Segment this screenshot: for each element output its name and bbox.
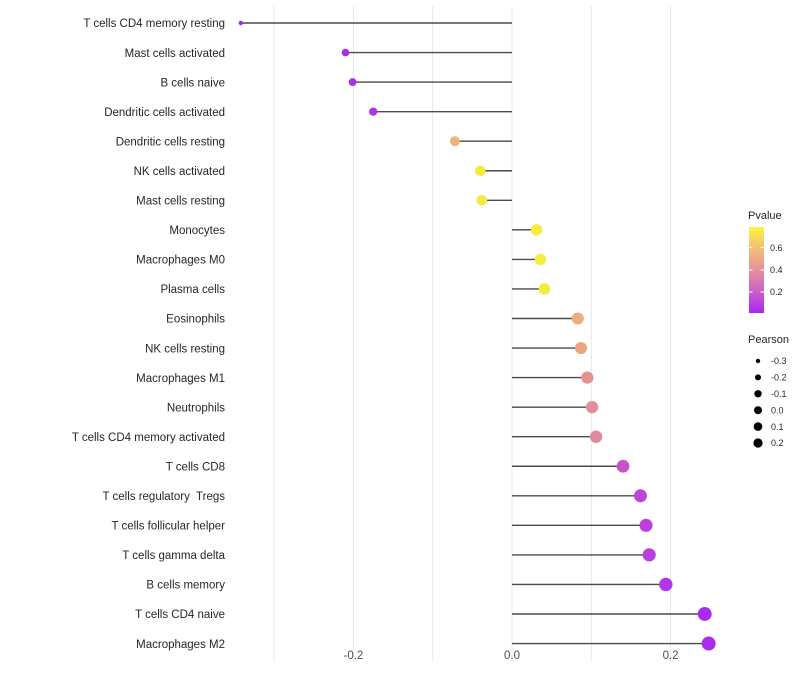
pearson-legend-label: 0.0 xyxy=(771,405,784,415)
y-axis-label: T cells CD4 memory activated xyxy=(72,432,225,444)
data-point xyxy=(633,489,647,503)
data-point xyxy=(238,20,243,26)
y-axis-label: Eosinophils xyxy=(166,314,225,326)
data-point xyxy=(574,341,588,355)
pearson-legend-dot xyxy=(755,374,761,381)
data-point xyxy=(701,636,716,651)
pearson-legend-dot xyxy=(755,358,761,364)
pvalue-legend-title: Pvalue xyxy=(748,210,782,222)
pearson-legend-dot xyxy=(753,422,763,431)
data-point xyxy=(581,371,594,384)
y-axis-label: Macrophages M0 xyxy=(136,255,225,267)
pvalue-legend-tick-label: 0.2 xyxy=(770,287,783,297)
y-axis-label: Mast cells resting xyxy=(136,196,225,208)
data-point xyxy=(639,518,653,532)
y-axis-label: NK cells resting xyxy=(145,343,225,355)
pvalue-legend-tick-label: 0.6 xyxy=(770,243,783,253)
y-axis-label: T cells follicular helper xyxy=(111,521,225,533)
y-axis-label: Plasma cells xyxy=(160,284,225,296)
y-axis-label: T cells CD8 xyxy=(166,461,225,473)
data-point xyxy=(616,459,630,473)
y-axis-label: T cells CD4 memory resting xyxy=(83,18,225,30)
y-axis-label: T cells CD4 naive xyxy=(135,609,225,621)
pearson-legend-dot xyxy=(754,390,762,398)
data-point xyxy=(642,548,656,562)
pearson-legend-label: -0.2 xyxy=(771,373,787,383)
data-point xyxy=(697,607,712,621)
pearson-legend-label: 0.2 xyxy=(771,438,784,448)
data-point xyxy=(534,253,547,266)
data-point xyxy=(659,577,673,592)
pearson-legend-label: -0.1 xyxy=(771,389,787,399)
y-axis-label: Dendritic cells activated xyxy=(104,107,225,119)
x-tick-label: -0.2 xyxy=(343,650,363,662)
pearson-legend-label: 0.1 xyxy=(771,422,784,432)
y-axis-label: T cells regulatory Tregs xyxy=(102,491,225,503)
y-axis-label: B cells memory xyxy=(146,580,225,592)
data-point xyxy=(589,430,603,443)
x-tick-label: 0.2 xyxy=(663,650,679,662)
data-point xyxy=(571,312,584,325)
data-point xyxy=(341,48,350,57)
pearson-legend-dot xyxy=(754,406,762,415)
data-point xyxy=(585,400,599,414)
pearson-legend-label: -0.3 xyxy=(771,356,787,366)
data-point xyxy=(449,136,460,147)
y-axis-label: Macrophages M1 xyxy=(136,373,225,385)
y-axis-label: Monocytes xyxy=(169,225,225,237)
y-axis-label: NK cells activated xyxy=(134,166,225,178)
data-point xyxy=(348,78,357,87)
y-axis-label: B cells naive xyxy=(160,77,225,89)
x-tick-label: 0.0 xyxy=(504,650,520,662)
pvalue-legend-tick-label: 0.4 xyxy=(770,265,783,275)
data-point xyxy=(475,165,486,176)
pearson-legend-title: Pearson xyxy=(748,334,789,346)
pearson-legend-dot xyxy=(753,438,763,448)
data-point xyxy=(538,283,551,295)
data-point xyxy=(476,195,488,206)
pvalue-gradient-bar xyxy=(749,227,764,313)
y-axis-label: Dendritic cells resting xyxy=(116,136,225,148)
y-axis-label: Neutrophils xyxy=(167,402,225,414)
y-axis-label: Mast cells activated xyxy=(125,48,225,60)
y-axis-label: T cells gamma delta xyxy=(122,550,225,562)
data-point xyxy=(369,107,378,116)
y-axis-label: Macrophages M2 xyxy=(136,639,225,651)
data-point xyxy=(530,224,543,236)
